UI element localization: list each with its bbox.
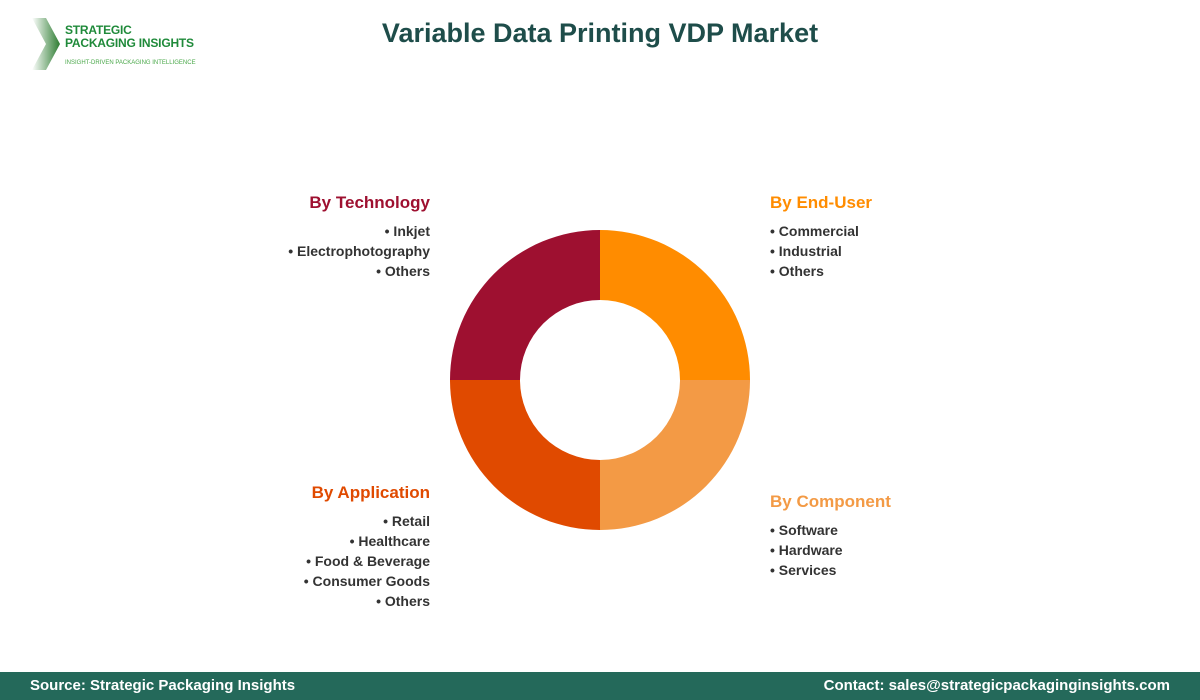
source-text: Source: Strategic Packaging Insights <box>30 677 296 694</box>
logo: STRATEGIC PACKAGING INSIGHTS INSIGHT-DRIV… <box>30 18 220 73</box>
segment-title: By End-User <box>770 193 873 212</box>
segment-technology: By Technology • Inkjet • Electrophotograph… <box>288 193 430 281</box>
segment-item: • Food & Beverage <box>306 553 430 569</box>
segment-item: • Industrial <box>770 243 842 259</box>
segment-title: By Component <box>770 492 891 511</box>
segment-item: • Healthcare <box>349 533 430 549</box>
logo-line2: PACKAGING INSIGHTS <box>65 36 194 50</box>
segment-end-user: By End-User • Commercial • Industrial • Oth… <box>770 193 872 281</box>
segment-title: By Technology <box>309 193 430 212</box>
logo-tagline: INSIGHT-DRIVEN PACKAGING INTELLIGENCE <box>65 60 196 66</box>
logo-chevron-icon <box>32 18 60 70</box>
segment-item: • Others <box>376 263 430 279</box>
donut-slice-by-application <box>450 380 600 530</box>
segment-item: • Others <box>376 593 430 609</box>
logo-line1: STRATEGIC <box>65 23 132 37</box>
segment-item: • Retail <box>383 513 430 529</box>
segment-application: By Application • Retail • Healthcare • Food… <box>304 483 430 611</box>
segment-item: • Software <box>770 522 838 538</box>
donut-slice-by-technology <box>450 230 600 380</box>
contact-text: Contact: sales@strategicpackaginginsight… <box>823 677 1170 694</box>
segment-item: • Others <box>770 263 824 279</box>
segment-title: By Application <box>311 483 430 502</box>
page-title: Variable Data Printing VDP Market <box>381 18 819 48</box>
donut-slice-by-component <box>600 380 750 530</box>
segment-item: • Consumer Goods <box>303 573 430 589</box>
segment-item: • Inkjet <box>384 223 430 239</box>
segment-item: • Hardware <box>770 542 843 558</box>
segment-item: • Electrophotography <box>288 243 430 259</box>
footer: Source: Strategic Packaging Insights Con… <box>0 672 1200 700</box>
donut-slice-by-end-user <box>600 230 750 380</box>
segment-item: • Services <box>770 562 837 578</box>
segment-item: • Commercial <box>770 223 859 239</box>
segment-component: By Component • Software • Hardware • Servic… <box>770 492 891 580</box>
